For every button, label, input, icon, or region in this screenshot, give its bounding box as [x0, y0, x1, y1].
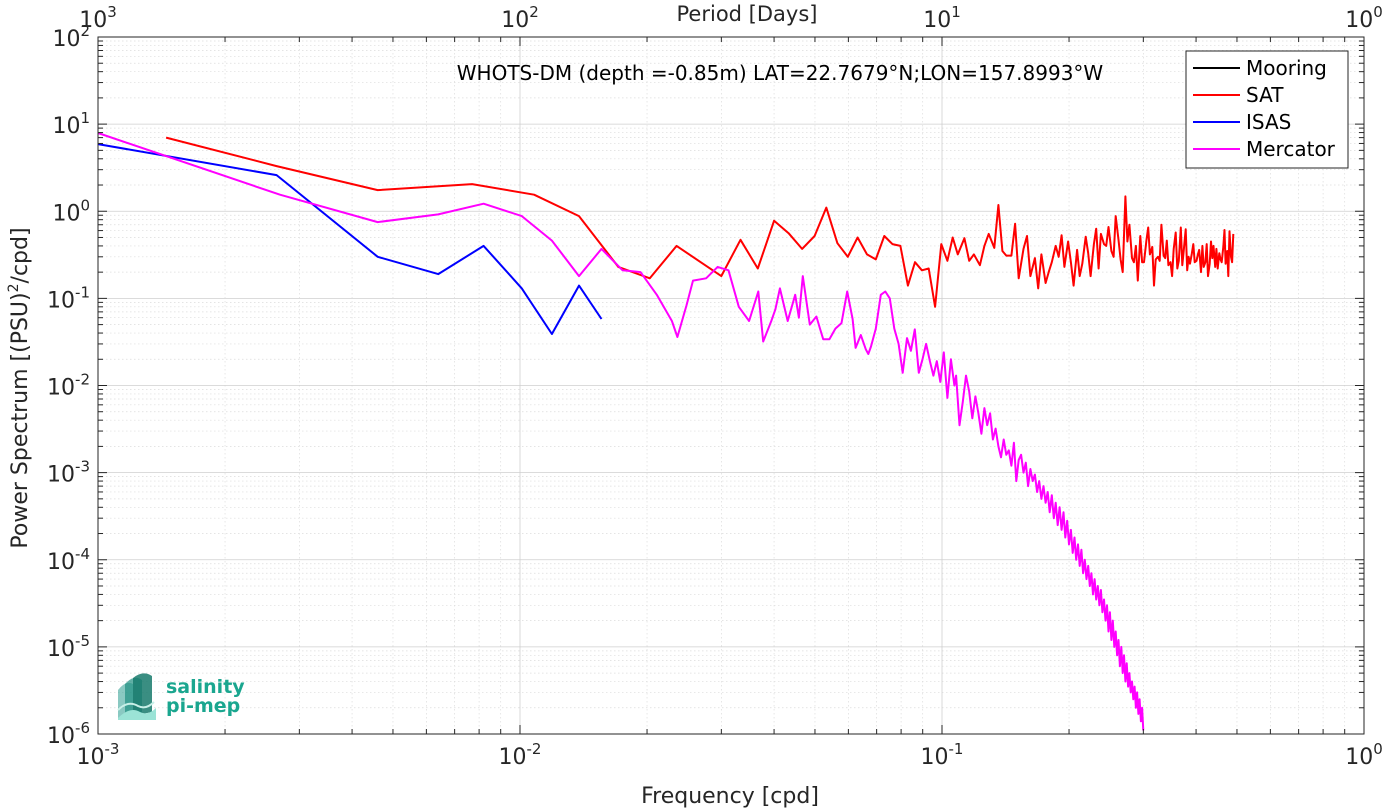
logo-text-salinity: salinity	[166, 676, 245, 698]
top-tick-label-base: 10	[1345, 8, 1373, 33]
y-tick-label-exp: -5	[75, 632, 90, 650]
y-tick-label-exp: -1	[75, 283, 90, 301]
x-tick-label-exp: -2	[527, 740, 542, 758]
x-tick-label-base: 10	[921, 745, 949, 770]
x-tick-label-exp: -1	[949, 740, 964, 758]
y-tick-label-exp: -6	[75, 719, 90, 737]
x-tick-label: 10-1	[921, 740, 964, 770]
y-axis-label: Power Spectrum [(PSU)2/cpd]	[6, 227, 33, 548]
y-tick-label: 10-4	[47, 545, 90, 575]
series-layer	[97, 132, 1235, 731]
y-tick-label: 10-6	[47, 719, 90, 749]
top-tick-label-exp: 0	[1373, 3, 1383, 21]
top-tick-label: 100	[1345, 3, 1383, 33]
y-tick-label-base: 10	[47, 724, 75, 749]
y-tick-label-exp: -2	[75, 371, 90, 389]
top-tick-label: 102	[501, 3, 539, 33]
x-tick-label-exp: -3	[105, 740, 120, 758]
top-tick-label-base: 10	[501, 8, 529, 33]
y-tick-label: 10-3	[47, 458, 90, 488]
legend-label-sat: SAT	[1246, 83, 1284, 107]
x-tick-label: 10-3	[77, 740, 120, 770]
y-tick-label-exp: 1	[80, 109, 90, 127]
x-tick-label: 100	[1345, 740, 1383, 770]
series-line-mercator	[97, 132, 1145, 731]
y-axis-label-tail: /cpd]	[8, 227, 33, 283]
logo-text-pimep: pi-mep	[166, 695, 240, 717]
y-axis-label-main: Power Spectrum [(PSU)	[8, 292, 33, 548]
top-tick-label-base: 10	[923, 8, 951, 33]
x-tick-label: 10-2	[499, 740, 542, 770]
x-tick-label-base: 10	[77, 745, 105, 770]
top-tick-label-exp: 1	[951, 3, 961, 21]
salinity-logo: salinity pi-mep	[117, 673, 245, 720]
y-tick-label-exp: -4	[75, 545, 90, 563]
legend-label-mercator: Mercator	[1246, 137, 1336, 161]
x-tick-label-base: 10	[499, 745, 527, 770]
y-tick-label: 10-5	[47, 632, 90, 662]
y-tick-label: 101	[52, 109, 90, 139]
top-tick-label-exp: 2	[529, 3, 539, 21]
top-tick-label: 101	[923, 3, 961, 33]
y-tick-label-base: 10	[52, 114, 80, 139]
y-tick-label-base: 10	[52, 27, 80, 52]
top-tick-label-exp: 3	[107, 3, 117, 21]
top-axis-label: Period [Days]	[677, 2, 818, 26]
y-tick-label: 100	[52, 196, 90, 226]
y-tick-label-exp: 0	[80, 196, 90, 214]
svg-text:Power Spectrum [(PSU)2/cpd]: Power Spectrum [(PSU)2/cpd]	[6, 227, 33, 548]
y-tick-label-base: 10	[52, 201, 80, 226]
legend-label-mooring: Mooring	[1246, 56, 1327, 80]
legend-items: Mooring SAT ISAS Mercator	[1193, 56, 1336, 161]
y-tick-label-exp: -3	[75, 458, 90, 476]
y-tick-label-base: 10	[47, 288, 75, 313]
chart-title: WHOTS-DM (depth =-0.85m) LAT=22.7679°N;L…	[457, 61, 1104, 85]
y-axis-label-superscript: 2	[6, 283, 22, 292]
legend: Mooring SAT ISAS Mercator	[1185, 50, 1349, 169]
y-tick-label-exp: 2	[80, 22, 90, 40]
ticks-layer: 10-3 10-2 10-1 10010210110010-110-210-310-4…	[47, 3, 1383, 770]
legend-label-isas: ISAS	[1246, 110, 1291, 134]
y-tick-label-base: 10	[47, 463, 75, 488]
y-tick-label-base: 10	[47, 637, 75, 662]
series-line-sat	[165, 136, 1235, 308]
x-tick-label-base: 10	[1345, 745, 1373, 770]
top-tick-label-base: 10	[79, 8, 107, 33]
y-tick-label-base: 10	[47, 376, 75, 401]
y-tick-label-base: 10	[47, 550, 75, 575]
wave-logo-icon	[117, 673, 156, 720]
x-axis-label: Frequency [cpd]	[641, 784, 819, 809]
y-tick-label: 10-1	[47, 283, 90, 313]
top-tick-label: 103	[79, 3, 117, 33]
x-tick-label-exp: 0	[1373, 740, 1383, 758]
y-tick-label: 102	[52, 22, 90, 52]
y-tick-label: 10-2	[47, 371, 90, 401]
